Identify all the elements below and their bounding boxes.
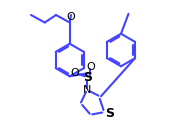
Text: S: S	[83, 71, 92, 84]
Text: S: S	[105, 107, 114, 120]
Text: O: O	[66, 12, 75, 22]
Text: O: O	[87, 62, 95, 72]
Text: N: N	[83, 85, 91, 95]
Text: O: O	[70, 68, 79, 78]
